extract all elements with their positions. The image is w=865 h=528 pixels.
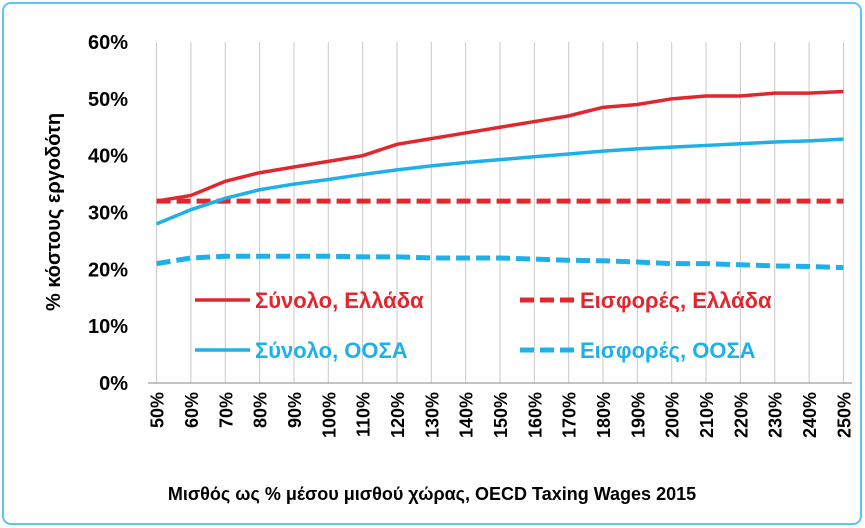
x-axis-label: Μισθός ως % μέσου μισθού χώρας, OECD Tax…: [168, 484, 696, 504]
y-tick-label: 10%: [88, 316, 128, 338]
x-tick-label: 50%: [148, 392, 168, 428]
legend-label: Σύνολο, ΟΟΣΑ: [255, 338, 408, 363]
x-tick-label: 80%: [251, 392, 271, 428]
x-tick-label: 240%: [800, 392, 820, 438]
x-tick-label: 110%: [354, 392, 374, 437]
legend-label: Εισφορές, Ελλάδα: [580, 288, 772, 313]
x-tick-label: 130%: [422, 392, 442, 438]
x-tick-label: 120%: [388, 392, 408, 438]
x-tick-label: 100%: [319, 392, 339, 438]
x-tick-label: 170%: [560, 392, 580, 438]
series-line: [156, 253, 844, 271]
series-line: [156, 89, 844, 203]
x-tick-label: 220%: [731, 392, 751, 438]
x-tick-label: 190%: [628, 392, 648, 438]
series-line: [155, 137, 844, 226]
x-tick-label: 70%: [216, 392, 236, 428]
y-axis-label: % κόστους εργοδότη: [43, 113, 65, 311]
y-tick-label: 50%: [88, 89, 128, 111]
y-tick-label: 40%: [88, 146, 128, 168]
x-tick-label: 150%: [491, 392, 511, 438]
y-tick-label: 20%: [88, 259, 128, 281]
x-tick-label: 200%: [663, 392, 683, 438]
x-tick-label: 180%: [594, 392, 614, 438]
x-tick-label: 230%: [766, 392, 786, 438]
x-tick-label: 250%: [834, 392, 854, 438]
y-tick-label: 0%: [99, 373, 128, 395]
x-tick-label: 160%: [525, 392, 545, 438]
x-tick-label: 140%: [457, 392, 477, 438]
x-tick-label: 60%: [182, 392, 202, 428]
legend-label: Σύνολο, Ελλάδα: [255, 288, 424, 313]
y-tick-label: 30%: [88, 203, 128, 225]
x-tick-label: 210%: [697, 392, 717, 438]
y-tick-label: 60%: [88, 32, 128, 54]
legend-label: Εισφορές, ΟΟΣΑ: [580, 338, 756, 363]
x-tick-label: 90%: [285, 392, 305, 428]
